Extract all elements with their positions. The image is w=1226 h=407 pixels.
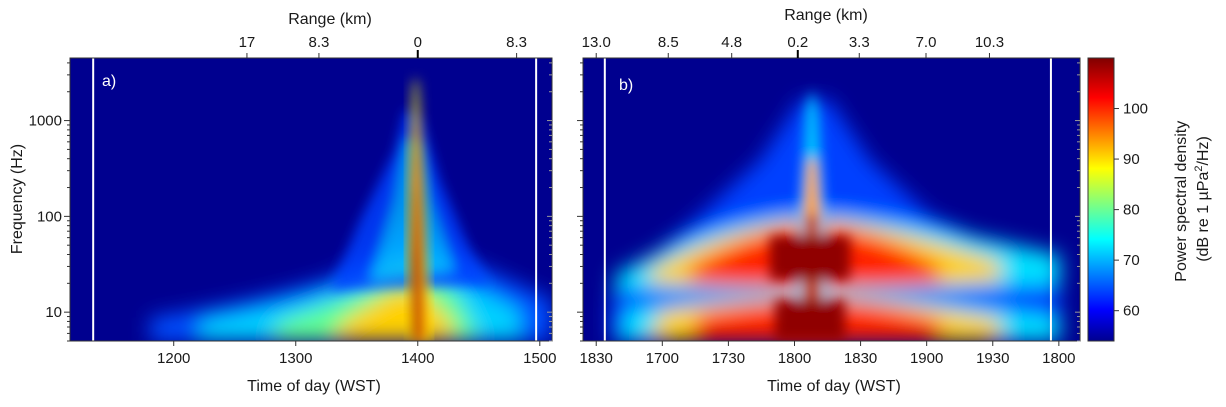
- x-tick-label: 1930: [976, 350, 1009, 367]
- colorbar-tick-label: 80: [1123, 202, 1140, 219]
- colorbar-label-unit-superscript: 2: [1193, 166, 1205, 172]
- panel-a-x-ticks: 1200 1300 1400 1500: [157, 341, 556, 367]
- x-tick-label: 1300: [279, 350, 312, 367]
- range-tick-label: 8.5: [658, 34, 679, 51]
- x-tick-label: 1900: [910, 350, 943, 367]
- x-tick-label: 1400: [401, 350, 434, 367]
- panel-b-top-ticks: 13.0 8.5 4.8 0.2 3.3 7.0 10.3: [582, 34, 1004, 58]
- colorbar-tick-label: 100: [1123, 101, 1148, 118]
- colorbar: 60 70 80 90 100 Power spectral density (dB r…: [1087, 57, 1212, 342]
- panel-a-top-axis-title: Range (km): [288, 11, 372, 28]
- colorbar-label: Power spectral density (dB re 1 µPa2/Hz): [1173, 116, 1212, 281]
- colorbar-tick-label: 90: [1123, 151, 1140, 168]
- panel-a: a) 1200 1300 1400 1500 17 8.3 0 8.3 101001000 …: [9, 11, 556, 395]
- panel-b-x-ticks: 1830 1700 1730 1800 1830 1900 1930 1800: [580, 341, 1076, 367]
- colorbar-tick-label: 70: [1123, 252, 1140, 269]
- x-tick-label: 1730: [712, 350, 745, 367]
- colorbar-tick-label: 60: [1123, 303, 1140, 320]
- y-tick-label: 100: [37, 208, 62, 225]
- colorbar-label-unit-prefix: (dB re 1 µPa: [1195, 172, 1212, 262]
- x-tick-label: 1500: [523, 350, 556, 367]
- panel-b-frame: [582, 57, 1081, 342]
- panel-a-frame: [69, 57, 553, 342]
- range-tick-label: 8.3: [506, 34, 527, 51]
- x-tick-label: 1800: [1042, 350, 1075, 367]
- y-tick-label: 1000: [29, 113, 62, 130]
- panel-a-label: a): [102, 73, 116, 90]
- panel-a-spectrogram: [92, 58, 552, 341]
- colorbar-label-unit-suffix: /Hz): [1195, 136, 1212, 165]
- colorbar-label-line2: (dB re 1 µPa2/Hz): [1193, 136, 1212, 262]
- x-tick-label: 1700: [646, 350, 679, 367]
- range-tick-label: 0.2: [787, 34, 808, 51]
- range-tick-label: 8.3: [309, 34, 330, 51]
- range-tick-label: 7.0: [916, 34, 937, 51]
- colorbar-label-line1: Power spectral density: [1173, 121, 1190, 282]
- panel-b-top-axis-title: Range (km): [784, 7, 868, 24]
- colorbar-gradient: [1087, 57, 1115, 342]
- x-tick-label: 1800: [778, 350, 811, 367]
- range-tick-label: 0: [414, 34, 422, 51]
- range-tick-label: 4.8: [721, 34, 742, 51]
- range-tick-label: 17: [239, 34, 256, 51]
- panel-a-x-axis-title: Time of day (WST): [247, 378, 381, 395]
- panel-a-y-ticks: 10 100 1000: [29, 62, 552, 342]
- panel-b: b) 1830 1700 1730 1800 1830 1900 1930 1800 13.0…: [577, 7, 1081, 395]
- x-tick-label: 1200: [157, 350, 190, 367]
- panel-a-y-axis-title: Frequency (Hz): [9, 144, 26, 254]
- panel-a-top-ticks: 17 8.3 0 8.3: [239, 34, 527, 58]
- colorbar-ticks: 60 70 80 90 100: [1114, 101, 1148, 320]
- range-tick-label: 10.3: [975, 34, 1004, 51]
- x-tick-label: 1830: [580, 350, 613, 367]
- range-tick-label: 13.0: [582, 34, 611, 51]
- range-tick-label: 3.3: [849, 34, 870, 51]
- x-tick-label: 1830: [844, 350, 877, 367]
- y-tick-label: 10: [45, 304, 62, 321]
- panel-b-label: b): [619, 77, 633, 94]
- panel-b-spectrogram: [603, 58, 1060, 341]
- panel-b-y-ticks: [577, 62, 1080, 342]
- panel-b-x-axis-title: Time of day (WST): [767, 378, 901, 395]
